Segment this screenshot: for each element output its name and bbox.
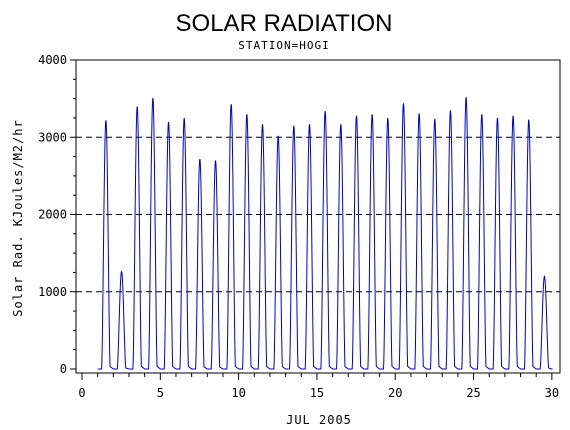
- y-tick-label: 0: [60, 362, 67, 376]
- x-tick-label: 10: [231, 386, 245, 400]
- series-line: [97, 97, 553, 370]
- chart-subtitle: STATION=HOGI: [238, 39, 329, 52]
- x-tick-label: 30: [545, 386, 559, 400]
- x-axis-label: JUL 2005: [286, 413, 352, 427]
- x-tick-label: 20: [388, 386, 402, 400]
- plot-frame: [75, 59, 561, 374]
- x-tick-label: 25: [466, 386, 480, 400]
- x-tick-label: 0: [78, 386, 85, 400]
- y-axis-label: Solar Rad. KJoules/M2/hr: [11, 119, 25, 316]
- chart-title: SOLAR RADIATION: [176, 10, 393, 37]
- y-tick-label: 1000: [38, 285, 67, 299]
- x-tick-label: 5: [157, 386, 164, 400]
- x-tick-label: 15: [310, 386, 324, 400]
- grid-lines: [76, 59, 560, 293]
- y-tick-label: 3000: [38, 130, 67, 144]
- axes: 0 1000 2000 3000 4000 0 5 10 15 20 25 30: [38, 53, 559, 400]
- series-solar-radiation: [97, 97, 553, 370]
- y-tick-label: 2000: [38, 208, 67, 222]
- y-tick-label: 4000: [38, 53, 67, 67]
